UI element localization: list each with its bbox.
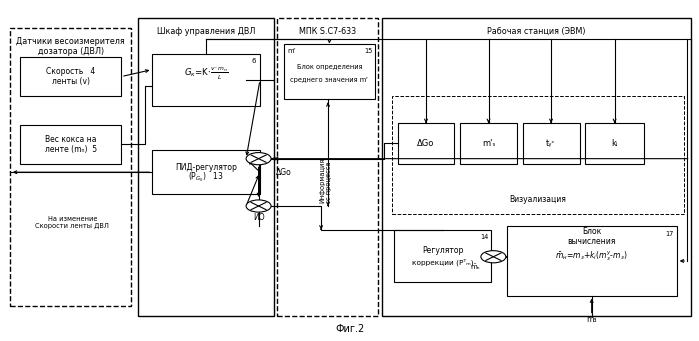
Circle shape xyxy=(246,152,271,165)
Text: среднего значения mʳ: среднего значения mʳ xyxy=(291,77,368,83)
Bar xyxy=(284,44,375,100)
Text: Скорость   4
ленты (v): Скорость 4 ленты (v) xyxy=(46,67,95,86)
Bar xyxy=(460,123,517,164)
Bar xyxy=(138,18,274,316)
Text: Регулятор: Регулятор xyxy=(422,246,463,255)
Text: На изменение
Скорости ленты ДВЛ: На изменение Скорости ленты ДВЛ xyxy=(36,216,109,229)
Text: Информация
с процесса: Информация с процесса xyxy=(319,158,333,203)
Text: m'ₛ: m'ₛ xyxy=(482,139,496,148)
Text: ИО: ИО xyxy=(253,213,264,222)
Text: (P$_{G_0}$)   13: (P$_{G_0}$) 13 xyxy=(188,170,224,184)
Text: Визуализация: Визуализация xyxy=(510,195,566,204)
Bar xyxy=(507,226,677,296)
Text: Фиг.2: Фиг.2 xyxy=(336,325,365,335)
Text: вычисления: вычисления xyxy=(568,237,616,246)
Bar xyxy=(382,18,691,316)
Text: m̄ₙ: m̄ₙ xyxy=(470,264,480,270)
Text: mʳ: mʳ xyxy=(288,48,296,54)
Bar xyxy=(398,123,454,164)
Text: Вес кокса на
ленте (mₙ)  5: Вес кокса на ленте (mₙ) 5 xyxy=(45,135,96,154)
Text: kᵢ: kᵢ xyxy=(612,139,618,148)
Bar xyxy=(10,28,131,306)
Circle shape xyxy=(246,200,271,212)
Bar xyxy=(585,123,644,164)
Text: tᵧᶜ: tᵧᶜ xyxy=(547,139,556,148)
Text: Блок: Блок xyxy=(582,227,601,236)
Text: Датчики весоизмерителя
дозатора (ДВЛ): Датчики весоизмерителя дозатора (ДВЛ) xyxy=(16,37,125,56)
Bar xyxy=(152,54,260,106)
Bar xyxy=(523,123,579,164)
Text: ΔGᴏ: ΔGᴏ xyxy=(417,139,435,148)
Text: Шкаф управления ДВЛ: Шкаф управления ДВЛ xyxy=(157,27,255,36)
Text: 6: 6 xyxy=(252,58,256,64)
Circle shape xyxy=(481,251,506,263)
Bar xyxy=(152,150,260,194)
Text: 14: 14 xyxy=(480,234,489,240)
Text: $G_{\kappa}$=K$\cdot\frac{v\cdot m_н}{L}$: $G_{\kappa}$=K$\cdot\frac{v\cdot m_н}{L}… xyxy=(184,66,229,82)
Text: ПИД-регулятор: ПИД-регулятор xyxy=(175,163,237,172)
Bar xyxy=(20,125,121,164)
Text: 17: 17 xyxy=(665,231,673,237)
Text: Рабочая станция (ЭВМ): Рабочая станция (ЭВМ) xyxy=(487,27,585,36)
Bar xyxy=(394,230,491,282)
Text: коррекции (Pᵀₘ): коррекции (Pᵀₘ) xyxy=(412,258,473,266)
Bar xyxy=(20,57,121,96)
Text: $\bar{m}_н$=$m_з$+$k_i$($m^y_з$-$m_з$): $\bar{m}_н$=$m_з$+$k_i$($m^y_з$-$m_з$) xyxy=(556,250,628,264)
Text: m₃: m₃ xyxy=(586,315,597,324)
Text: ΔGᴏ: ΔGᴏ xyxy=(276,168,291,177)
Bar xyxy=(278,18,378,316)
Bar xyxy=(392,96,684,214)
Text: Блок определения: Блок определения xyxy=(296,64,362,70)
Text: МПК S.C7-633: МПК S.C7-633 xyxy=(299,27,356,36)
Text: 15: 15 xyxy=(364,48,373,54)
